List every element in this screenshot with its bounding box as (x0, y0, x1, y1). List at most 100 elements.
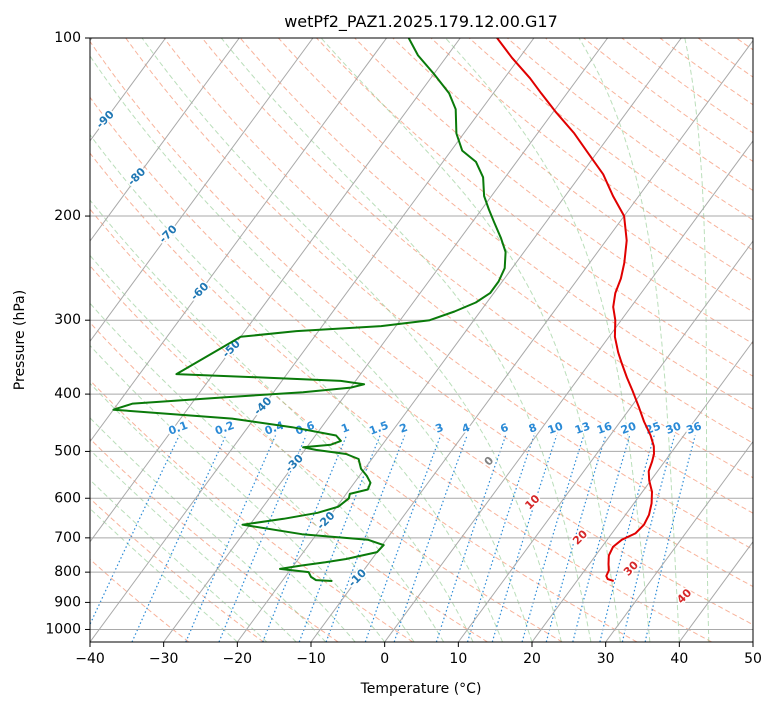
y-tick-label: 400 (54, 386, 81, 402)
profile-series (112, 38, 655, 582)
moist-adiabat-line (90, 417, 327, 642)
dry-adiabat-line (278, 38, 753, 410)
dry-adiabat-line (125, 38, 753, 550)
isotherm-label: -100 (59, 48, 88, 77)
dewpoint-profile-line (112, 38, 507, 582)
isotherm-line (90, 38, 167, 142)
moist-adiabat-label: 10 (523, 492, 543, 512)
plot-area: -100-90-80-70-60-50-40-30-20-100.1 0.2 0.4… (59, 38, 753, 642)
isotherm-line (384, 140, 753, 642)
dry-adiabat-line (316, 38, 753, 377)
y-tick-label: 300 (54, 312, 81, 328)
dry-adiabat-line (90, 264, 563, 642)
moist-adiabat-line (90, 382, 356, 642)
pressure-gridlines (90, 38, 753, 630)
mixing-ratio-line (364, 435, 442, 642)
mixing-ratio-line (325, 435, 406, 642)
isotherm-line (90, 38, 388, 443)
y-tick-label: 700 (54, 530, 81, 546)
dry-adiabat-line (90, 208, 638, 642)
mixing-ratio-line (131, 435, 227, 642)
isotherm-line (163, 38, 609, 642)
mixing-ratio-label: 0.2 (213, 419, 236, 438)
mixing-ratio-label: 30 (664, 419, 683, 437)
x-tick-label: −20 (223, 651, 253, 667)
plot-frame (89, 37, 754, 643)
dry-adiabat-line (659, 38, 753, 106)
isotherms (90, 38, 753, 642)
dry-adiabat-line (163, 38, 753, 514)
mixing-ratio-line (572, 435, 631, 642)
moist-adiabat-line (90, 449, 297, 642)
isotherm-line (236, 38, 682, 642)
x-tick-label: −30 (149, 651, 179, 667)
mixing-ratio-line (545, 435, 607, 642)
mixing-ratio-line (521, 435, 585, 642)
moist-adiabat-line (90, 507, 238, 642)
dry-adiabat-line (90, 558, 190, 642)
mixing-ratio-label: 6 (499, 421, 511, 436)
x-tick-label: 0 (380, 651, 389, 667)
mixing-ratio-label: 16 (595, 419, 614, 437)
y-tick-label: 900 (54, 594, 81, 610)
isotherm-line (90, 38, 240, 242)
isotherm-line (90, 38, 461, 543)
y-axis-label: Pressure (hPa) (12, 290, 28, 390)
mixing-ratio-line (90, 435, 180, 626)
isotherm-line (310, 39, 753, 642)
mixing-ratio-label: 0.4 (263, 419, 286, 438)
x-tick-label: 30 (597, 651, 615, 667)
moist-adiabat-line (445, 38, 651, 642)
mixing-ratio-label: 10 (546, 419, 565, 437)
x-tick-label: −10 (296, 651, 326, 667)
isotherm-line (752, 641, 753, 642)
moist-adiabat-line (684, 38, 710, 642)
isotherm-line (678, 540, 753, 642)
mixing-ratio-line (298, 435, 381, 642)
dry-adiabat-line (736, 38, 753, 51)
mixing-ratio-label: 2 (398, 421, 410, 436)
dry-adiabat-line (354, 38, 753, 345)
mixing-ratio-label: 8 (527, 421, 539, 436)
x-axis-label: Temperature (°C) (360, 681, 482, 697)
isotherm-label: -30 (283, 451, 306, 474)
moist-adiabat-line (90, 479, 268, 642)
moist-adiabat-line (220, 38, 592, 642)
x-tick-label: 20 (523, 651, 541, 667)
mixing-ratio-line (185, 435, 277, 642)
isotherm-line (90, 38, 535, 642)
dry-adiabat-line (90, 152, 712, 642)
mixing-ratio-line (435, 435, 507, 642)
x-tick-label: 40 (670, 651, 688, 667)
y-axis-ticks: 100 200 300 400 500 600 700 800 900 1000 (45, 30, 90, 637)
isotherm-line (531, 340, 753, 642)
isotherm-label: -70 (157, 222, 180, 245)
chart-title: wetPf2_PAZ1.2025.179.12.00.G17 (284, 12, 558, 32)
dry-adiabat-line (90, 40, 753, 588)
moist-adiabat-line (578, 38, 680, 642)
x-tick-label: −40 (75, 651, 105, 667)
dry-adiabat-line (430, 38, 753, 282)
mixing-ratio-label: 0.1 (167, 419, 190, 438)
isotherm-line (605, 440, 753, 642)
isotherm-line (90, 38, 314, 343)
mixing-ratio-label: 1 (340, 421, 352, 436)
mixing-ratio-line (393, 435, 468, 642)
isotherm-label: -50 (220, 337, 243, 360)
moist-adiabat-line (90, 199, 474, 642)
dry-adiabats (90, 38, 753, 642)
moist-adiabat-label: 40 (674, 586, 694, 606)
dry-adiabat-line (90, 438, 339, 642)
mixing-ratio-line (262, 435, 348, 642)
y-tick-label: 500 (54, 443, 81, 459)
isotherm-label: -80 (125, 165, 148, 188)
isotherm-line (457, 240, 753, 642)
moist-adiabat-line (90, 55, 533, 642)
isotherm-label: -90 (94, 108, 117, 131)
mixing-ratio-line (621, 435, 676, 642)
dry-adiabat-line (545, 38, 753, 192)
moist-adiabat-line (90, 254, 445, 642)
mixing-ratio-label: 4 (460, 421, 472, 436)
x-axis-ticks: −40 −30 −20 −10 0 10 20 30 40 50 (75, 642, 762, 667)
